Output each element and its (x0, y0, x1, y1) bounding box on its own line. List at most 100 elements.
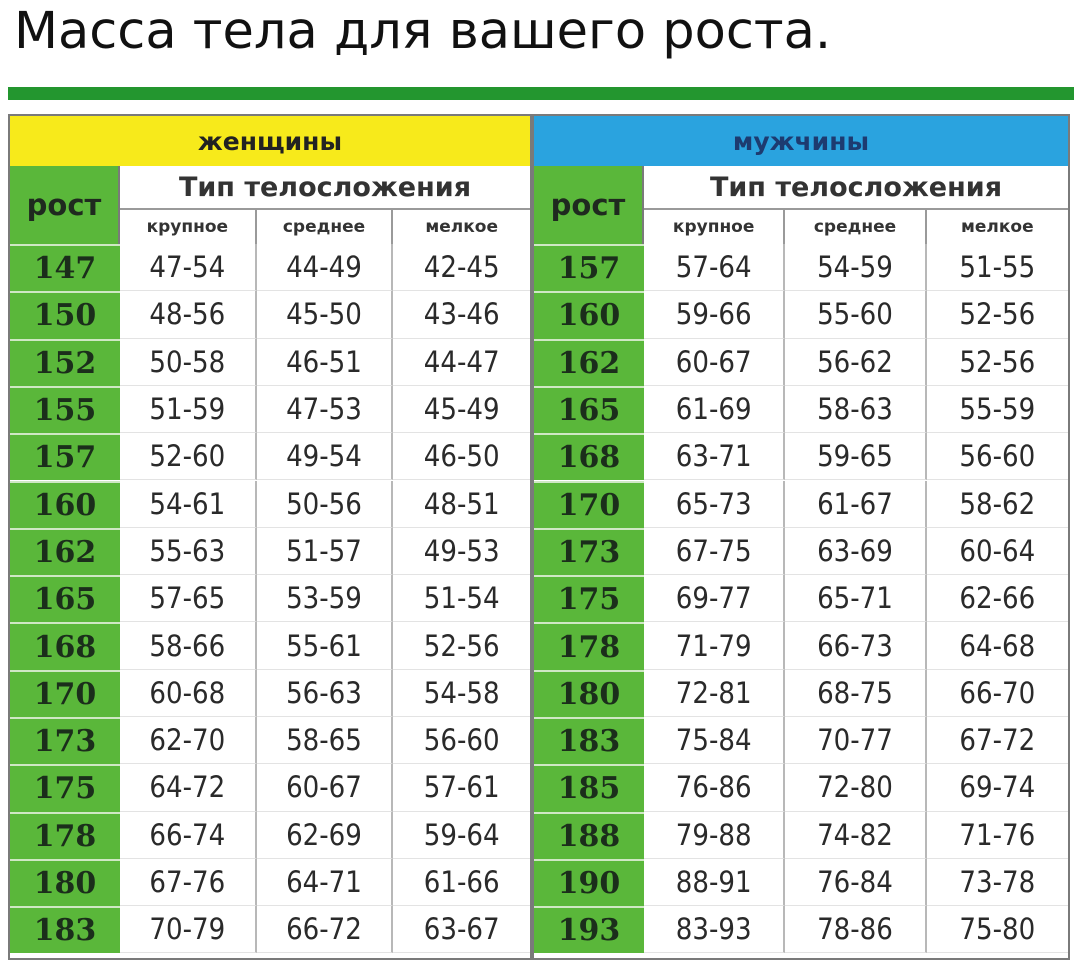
women-height-cell: 180 (10, 858, 120, 907)
women-weight-cell: 60-68 (120, 669, 257, 717)
women-sub-header: среднее (257, 210, 394, 244)
women-sub-header: мелкое (425, 217, 498, 237)
women-height-cell: 168 (10, 622, 120, 670)
women-weight-cell: 63-67 (393, 906, 530, 954)
title-underline-bar (8, 87, 1074, 100)
women-weight-cell: 48-56 (120, 291, 257, 339)
men-weight-cell: 72-81 (644, 669, 786, 717)
men-weight-cell: 56-60 (926, 433, 1068, 481)
women-weight-cell: 54-61 (120, 480, 257, 528)
men-weight-cell: 65-71 (785, 575, 927, 623)
men-weight-cell: 61-67 (785, 480, 927, 528)
women-height-cell: 155 (10, 385, 120, 434)
women-height-cell: 160 (10, 480, 120, 528)
men-height-cell: 160 (534, 291, 644, 339)
women-type-header: Тип телосложения (120, 166, 530, 210)
section-divider (530, 116, 534, 958)
women-weight-cell: 45-49 (393, 386, 530, 434)
women-height-cell: 183 (10, 906, 120, 954)
men-weight-cell: 54-59 (785, 244, 927, 292)
women-weight-cell: 54-58 (393, 670, 530, 717)
men-weight-cell: 60-64 (926, 528, 1068, 576)
women-height-cell: 150 (10, 291, 120, 339)
women-weight-cell: 42-45 (393, 244, 530, 292)
women-weight-cell: 60-67 (256, 764, 394, 812)
women-height-cell: 147 (10, 244, 120, 292)
women-weight-cell: 50-58 (120, 338, 257, 386)
women-sub-header: крупное (120, 210, 257, 244)
men-height-cell: 178 (534, 622, 644, 670)
women-weight-cell: 64-71 (256, 858, 394, 907)
women-header: женщины (10, 116, 530, 166)
men-weight-cell: 61-69 (644, 385, 786, 434)
men-header: мужчины (534, 116, 1068, 166)
weight-table: женщины рост Тип телосложения крупное средне… (8, 114, 1070, 960)
men-weight-cell: 69-74 (926, 764, 1068, 812)
women-height-cell: 170 (10, 669, 120, 717)
men-weight-cell: 63-71 (644, 433, 786, 481)
women-weight-cell: 50-56 (256, 480, 394, 528)
women-weight-cell: 44-47 (393, 339, 530, 386)
men-height-header: рост (534, 166, 644, 244)
men-weight-cell: 55-59 (926, 386, 1068, 434)
men-weight-cell: 76-86 (644, 764, 786, 812)
men-weight-cell: 68-75 (785, 669, 927, 717)
men-weight-cell: 88-91 (644, 858, 786, 907)
men-weight-cell: 67-72 (926, 717, 1068, 765)
men-weight-cell: 69-77 (644, 575, 786, 623)
men-weight-cell: 56-62 (785, 338, 927, 386)
women-weight-cell: 58-65 (256, 717, 394, 765)
women-height-cell: 157 (10, 433, 120, 481)
men-weight-cell: 73-78 (926, 859, 1068, 907)
men-weight-cell: 76-84 (785, 858, 927, 907)
men-weight-cell: 58-63 (785, 385, 927, 434)
women-weight-cell: 61-66 (393, 859, 530, 907)
women-height-cell: 178 (10, 811, 120, 859)
women-weight-cell: 62-70 (120, 717, 257, 765)
women-weight-cell: 44-49 (256, 244, 394, 292)
men-weight-cell: 51-55 (926, 244, 1068, 292)
men-height-cell: 183 (534, 717, 644, 765)
page-title: Масса тела для вашего роста. (14, 2, 832, 61)
women-weight-cell: 64-72 (120, 764, 257, 812)
men-weight-cell: 64-68 (926, 622, 1068, 670)
men-height-cell: 193 (534, 906, 644, 954)
men-weight-cell: 72-80 (785, 764, 927, 812)
men-weight-cell: 62-66 (926, 575, 1068, 623)
women-weight-cell: 70-79 (120, 906, 257, 954)
women-weight-cell: 55-63 (120, 527, 257, 576)
women-weight-cell: 52-56 (393, 622, 530, 670)
women-weight-cell: 67-76 (120, 858, 257, 907)
men-weight-cell: 65-73 (644, 480, 786, 528)
men-sub-header: мелкое (961, 217, 1034, 237)
men-height-cell: 170 (534, 480, 644, 528)
men-weight-cell: 67-75 (644, 527, 786, 576)
women-weight-cell: 51-59 (120, 385, 257, 434)
men-height-cell: 162 (534, 338, 644, 386)
women-weight-cell: 56-63 (256, 669, 394, 717)
women-height-cell: 152 (10, 338, 120, 386)
men-weight-cell: 75-80 (926, 906, 1068, 954)
men-weight-cell: 59-65 (785, 433, 927, 481)
women-weight-cell: 58-66 (120, 622, 257, 670)
women-weight-cell: 52-60 (120, 433, 257, 481)
women-weight-cell: 47-53 (256, 385, 394, 434)
women-weight-cell: 59-64 (393, 812, 530, 859)
men-weight-cell: 71-79 (644, 622, 786, 670)
men-height-cell: 165 (534, 385, 644, 434)
women-weight-cell: 66-72 (256, 906, 394, 954)
men-sub-header: среднее (785, 210, 927, 244)
women-weight-cell: 47-54 (120, 244, 257, 292)
men-weight-cell: 59-66 (644, 291, 786, 339)
men-weight-cell: 63-69 (785, 527, 927, 576)
women-weight-cell: 46-51 (256, 338, 394, 386)
women-weight-cell: 56-60 (393, 717, 530, 765)
women-height-header: рост (10, 166, 120, 244)
men-weight-cell: 52-56 (926, 291, 1068, 339)
men-weight-cell: 55-60 (785, 291, 927, 339)
men-height-cell: 173 (534, 527, 644, 576)
men-weight-cell: 52-56 (926, 339, 1068, 386)
men-weight-cell: 70-77 (785, 717, 927, 765)
women-height-cell: 165 (10, 575, 120, 623)
men-height-cell: 180 (534, 669, 644, 717)
